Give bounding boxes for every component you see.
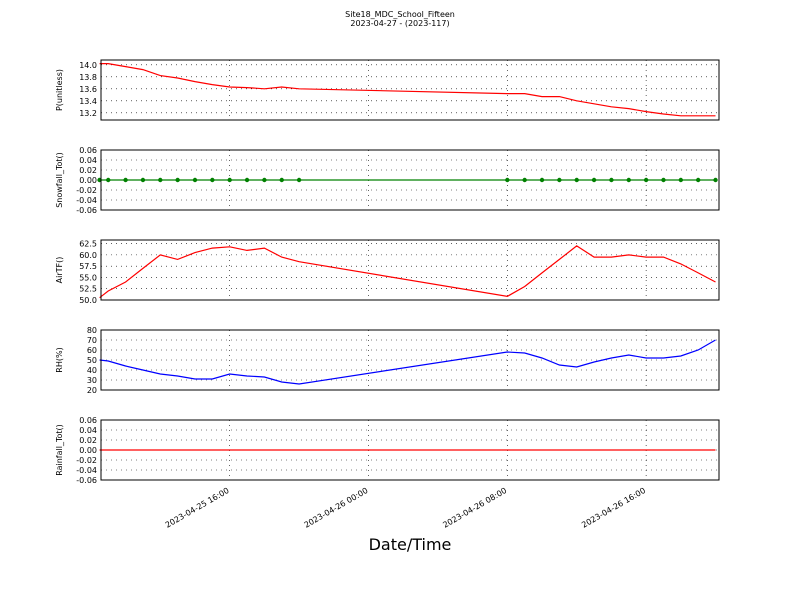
y-tick-label: 60.0	[79, 251, 97, 260]
marker	[695, 177, 701, 183]
y-tick-label: 70	[87, 336, 97, 345]
marker	[210, 177, 215, 183]
y-tick-label: -0.06	[76, 476, 97, 485]
title: Site18_MDC_School_Fifteen	[345, 10, 455, 19]
marker	[175, 177, 180, 183]
y-axis-label: AirTF()	[55, 257, 64, 284]
y-tick-label: 57.5	[79, 262, 97, 271]
y-tick-label: -0.06	[76, 206, 97, 215]
y-tick-label: -0.02	[76, 186, 97, 195]
y-tick-label: 50.0	[79, 296, 97, 305]
marker	[262, 177, 267, 183]
axes-frame	[100, 329, 720, 391]
y-tick-label: 0.00	[79, 176, 97, 185]
marker	[140, 177, 146, 183]
y-tick-label: 0.00	[79, 446, 97, 455]
y-tick-label: 0.06	[79, 146, 97, 155]
y-tick-label: 13.2	[79, 109, 97, 118]
marker	[123, 177, 128, 183]
y-axis-label: RH(%)	[55, 347, 64, 372]
marker	[296, 177, 302, 183]
y-tick-label: 0.06	[79, 416, 97, 425]
y-axis-label: Rainfall_Tot()	[55, 424, 64, 476]
y-tick-label: 40	[87, 366, 97, 375]
y-tick-label: 55.0	[79, 273, 97, 282]
axes-frame	[100, 149, 720, 211]
line	[99, 63, 716, 117]
marker	[522, 177, 527, 183]
marker	[609, 177, 614, 183]
y-axis-label: P(unitless)	[55, 69, 64, 111]
marker	[279, 177, 284, 183]
marker	[505, 177, 510, 183]
y-tick-label: 0.04	[79, 156, 97, 165]
y-tick-label: 14.0	[79, 61, 97, 70]
marker	[643, 177, 649, 183]
axes-frame	[100, 419, 720, 481]
y-tick-label: -0.04	[76, 466, 97, 475]
y-tick-label: 62.5	[79, 240, 97, 249]
line	[99, 339, 716, 385]
marker	[678, 177, 684, 183]
y-tick-label: 50	[87, 356, 97, 365]
y-tick-label: 20	[87, 386, 97, 395]
panel: 13.2 13.4 13.6 13.8 14.0 P(unitless)	[55, 59, 720, 121]
marker	[192, 177, 198, 183]
marker	[574, 177, 579, 183]
y-tick-label: 0.02	[79, 166, 97, 175]
axes-frame	[100, 239, 720, 301]
y-tick-label: -0.04	[76, 196, 97, 205]
y-tick-label: 30	[87, 376, 97, 385]
marker	[626, 177, 631, 183]
y-tick-label: 13.4	[79, 97, 97, 106]
marker	[713, 177, 718, 183]
marker	[106, 177, 111, 183]
marker	[227, 177, 232, 183]
y-tick-label: -0.02	[76, 456, 97, 465]
y-tick-label: 60	[87, 346, 97, 355]
panel: 50.0 52.5 55.0 57.5 60.0 62.5 AirTF()	[55, 239, 720, 305]
x-axis-label: Date/Time	[369, 535, 452, 554]
marker	[591, 177, 597, 183]
line	[99, 245, 716, 299]
y-tick-label: 13.6	[79, 85, 97, 94]
y-tick-label: 13.8	[79, 73, 97, 82]
marker	[557, 177, 562, 183]
y-tick-label: 52.5	[79, 285, 97, 294]
y-tick-label: 0.04	[79, 426, 97, 435]
marker	[539, 177, 545, 183]
panel: -0.06-0.04-0.020.000.020.040.06 Snowfall_…	[55, 146, 720, 215]
y-tick-label: 0.02	[79, 436, 97, 445]
marker	[661, 177, 666, 183]
y-axis-label: Snowfall_Tot()	[55, 152, 64, 208]
subtitle: 2023-04-27 - (2023-117)	[350, 19, 449, 28]
axes-frame	[100, 59, 720, 121]
marker	[158, 177, 163, 183]
marker	[244, 177, 250, 183]
y-tick-label: 80	[87, 326, 97, 335]
